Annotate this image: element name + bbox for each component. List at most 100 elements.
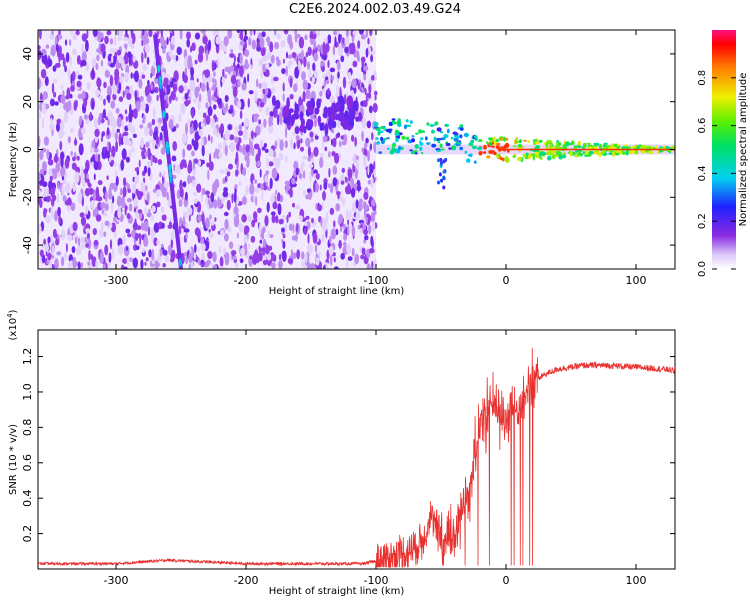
heatmap-cell (263, 118, 267, 128)
heatmap-cell (304, 222, 308, 227)
heatmap-cell (147, 226, 151, 236)
heatmap-cell (437, 138, 442, 141)
heatmap-cell (309, 171, 312, 182)
heatmap-cell (411, 138, 415, 143)
heatmap-cell (291, 252, 297, 259)
heatmap-cell (234, 125, 238, 134)
heatmap-cell (535, 151, 540, 156)
heatmap-cell (95, 186, 100, 198)
heatmap-cell (302, 170, 306, 179)
heatmap-cell (147, 84, 152, 91)
heatmap-cell (114, 68, 120, 79)
heatmap-cell (482, 151, 487, 154)
heatmap-cell (301, 161, 305, 168)
heatmap-cell (316, 257, 320, 262)
heatmap-cell (315, 260, 320, 266)
heatmap-cell (583, 143, 587, 148)
heatmap-cell (69, 93, 73, 99)
heatmap-cell (184, 222, 189, 228)
heatmap-cell (340, 55, 345, 63)
heatmap-cell (305, 137, 311, 147)
heatmap-cell (44, 76, 49, 87)
heatmap-cell (371, 199, 376, 207)
heatmap-cell (218, 126, 222, 134)
heatmap-cell (473, 160, 477, 164)
heatmap-cell (123, 131, 129, 136)
heatmap-cell (200, 136, 204, 148)
heatmap-cell (45, 215, 51, 224)
heatmap-cell (504, 157, 510, 163)
heatmap-cell (106, 175, 109, 180)
heatmap-cell (285, 126, 288, 139)
heatmap-cell (209, 96, 212, 108)
heatmap-cell (47, 236, 51, 244)
heatmap-cell (364, 253, 367, 264)
heatmap-cell (54, 258, 59, 269)
heatmap-cell (186, 38, 190, 48)
heatmap-cell (296, 222, 299, 233)
heatmap-cell (394, 129, 400, 134)
heatmap-cell (137, 233, 142, 239)
heatmap-cell (193, 139, 199, 151)
heatmap-cell (373, 160, 376, 171)
heatmap-cell (182, 148, 186, 159)
heatmap-cell (51, 197, 55, 207)
heatmap-cell (503, 136, 506, 142)
heatmap-cell (41, 243, 45, 248)
heatmap-cell (79, 172, 86, 180)
heatmap-cell (358, 30, 364, 35)
heatmap-cell (578, 150, 581, 153)
heatmap-cell (401, 135, 406, 140)
heatmap-cell (282, 105, 289, 120)
heatmap-cell (160, 206, 165, 213)
heatmap-cell (352, 201, 357, 214)
heatmap-cell (146, 192, 150, 203)
heatmap-cell (189, 45, 193, 53)
heatmap-cell (187, 163, 192, 174)
heatmap-cell (339, 86, 342, 98)
heatmap-cell (388, 121, 393, 126)
heatmap-cell (62, 57, 66, 68)
heatmap-cell (59, 140, 63, 151)
heatmap-cell (391, 148, 397, 152)
heatmap-cell (40, 81, 43, 88)
heatmap-cell (507, 149, 510, 153)
heatmap-cell (194, 32, 201, 40)
heatmap-cell (38, 162, 41, 168)
heatmap-cell (236, 196, 240, 205)
heatmap-cell (156, 136, 160, 145)
heatmap-cell (351, 226, 356, 237)
heatmap-cell (437, 158, 440, 163)
heatmap-cell (117, 206, 122, 219)
heatmap-cell (182, 216, 186, 227)
heatmap-cell (464, 150, 467, 154)
heatmap-cell (205, 49, 209, 62)
heatmap-cell (220, 229, 225, 236)
heatmap-cell (50, 117, 53, 126)
heatmap-cell (228, 163, 233, 170)
heatmap-cell (299, 111, 304, 121)
heatmap-cell (43, 136, 50, 146)
heatmap-cell (208, 202, 214, 209)
heatmap-cell (58, 127, 64, 139)
heatmap-cell (127, 188, 131, 193)
heatmap-cell (340, 120, 347, 127)
heatmap-cell (363, 239, 367, 244)
heatmap-cell (409, 149, 413, 152)
heatmap-cell (227, 66, 231, 75)
heatmap-cell (143, 236, 149, 247)
heatmap-cell (153, 157, 158, 164)
heatmap-cell (47, 159, 54, 166)
heatmap-cell (81, 33, 88, 42)
heatmap-cell (56, 251, 62, 256)
heatmap-cell (226, 199, 231, 211)
heatmap-cell (253, 193, 256, 203)
heatmap-cell (302, 90, 306, 102)
heatmap-cell (305, 89, 311, 100)
heatmap-cell (535, 145, 541, 149)
heatmap-cell (100, 43, 106, 53)
heatmap-cell (151, 248, 155, 261)
heatmap-cell (322, 190, 326, 201)
heatmap-cell (209, 153, 212, 164)
heatmap-cell (368, 83, 372, 94)
